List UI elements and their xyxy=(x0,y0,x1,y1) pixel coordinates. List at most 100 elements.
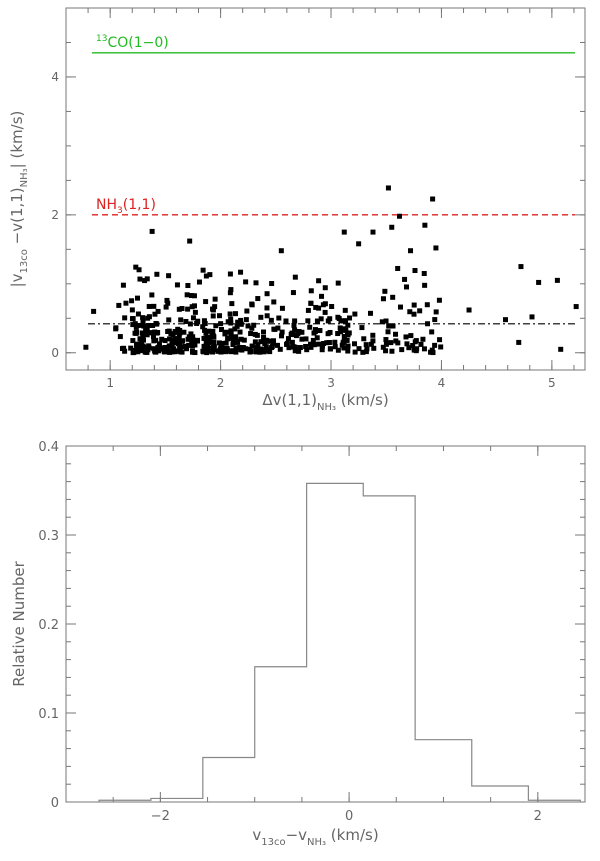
histogram-bin xyxy=(363,496,415,802)
scatter-point xyxy=(370,332,376,338)
scatter-point xyxy=(264,313,270,319)
scatter-point xyxy=(329,303,335,309)
scatter-point xyxy=(421,346,427,352)
scatter-point xyxy=(176,332,182,338)
y-tick-label: 4 xyxy=(51,70,59,84)
scatter-point xyxy=(172,349,178,355)
scatter-point xyxy=(211,339,217,345)
histogram-bin xyxy=(415,740,472,802)
scatter-point xyxy=(285,336,291,342)
scatter-point xyxy=(159,336,165,342)
scatter-point xyxy=(183,318,189,324)
scatter-point xyxy=(166,328,172,334)
scatter-point xyxy=(352,311,358,317)
scatter-point xyxy=(137,276,143,282)
scatter-point xyxy=(181,329,187,335)
scatter-point xyxy=(278,248,284,254)
scatter-point xyxy=(356,346,362,352)
ylabel-sub: 13co xyxy=(19,249,30,273)
scatter-point xyxy=(171,346,177,352)
scatter-point xyxy=(206,328,212,334)
scatter-point xyxy=(164,297,170,303)
scatter-point xyxy=(209,332,215,338)
scatter-point xyxy=(177,348,183,354)
scatter-point xyxy=(292,348,298,354)
x-tick-label: 3 xyxy=(327,376,335,390)
scatter-point xyxy=(243,346,249,352)
scatter-point xyxy=(270,338,276,344)
x-tick-label: 2 xyxy=(534,809,542,824)
scatter-point xyxy=(243,317,249,323)
scatter-point xyxy=(238,347,244,353)
scatter-point xyxy=(179,306,185,312)
scatter-point xyxy=(248,349,254,355)
scatter-point xyxy=(432,342,438,348)
scatter-point xyxy=(311,330,317,336)
scatter-point xyxy=(336,316,342,322)
scatter-point xyxy=(130,338,136,344)
scatter-point xyxy=(364,346,370,352)
scatter-point xyxy=(228,316,234,322)
scatter-point xyxy=(370,338,376,344)
scatter-point xyxy=(383,337,389,343)
y-tick-label: 0 xyxy=(51,346,59,360)
scatter-point xyxy=(411,311,417,317)
y-axis-label: |v13co −v(1,1)NH₃| (km/s) xyxy=(8,111,30,288)
scatter-point xyxy=(363,349,369,355)
scatter-point xyxy=(145,347,151,353)
scatter-point xyxy=(172,336,178,342)
scatter-point xyxy=(380,344,386,350)
scatter-point xyxy=(228,328,234,334)
scatter-point xyxy=(130,316,136,322)
scatter-point xyxy=(406,345,412,351)
scatter-point xyxy=(227,335,233,341)
scatter-point xyxy=(190,315,196,321)
scatter-point xyxy=(335,280,341,286)
scatter-point xyxy=(177,343,183,349)
scatter-point xyxy=(238,336,244,342)
scatter-point xyxy=(191,293,197,299)
scatter-point xyxy=(367,310,373,316)
scatter-point xyxy=(223,348,229,354)
scatter-point xyxy=(412,339,418,345)
scatter-point xyxy=(252,339,258,345)
scatter-point xyxy=(271,326,277,332)
scatter-point xyxy=(146,303,152,309)
scatter-point xyxy=(133,264,139,270)
scatter-point xyxy=(235,319,241,325)
scatter-point xyxy=(342,307,348,313)
scatter-point xyxy=(325,331,331,337)
scatter-point xyxy=(206,340,212,346)
scatter-point xyxy=(200,324,206,330)
scatter-point xyxy=(144,276,150,282)
scatter-point xyxy=(424,302,430,308)
scatter-point xyxy=(151,346,157,352)
scatter-point xyxy=(230,348,236,354)
y-tick-label: 0.2 xyxy=(38,618,59,633)
scatter-point xyxy=(259,348,265,354)
scatter-point xyxy=(185,336,191,342)
scatter-point xyxy=(238,317,244,323)
scatter-point xyxy=(307,324,313,330)
scatter-point xyxy=(207,272,213,278)
scatter-point xyxy=(120,282,126,288)
scatter-point xyxy=(322,309,328,315)
scatter-point xyxy=(142,278,148,284)
scatter-point xyxy=(233,345,239,351)
reference-line-label: 13CO(1−0) xyxy=(96,34,169,51)
scatter-point xyxy=(289,330,295,336)
scatter-point xyxy=(308,344,314,350)
y-tick-label: 0.4 xyxy=(38,440,59,455)
scatter-point xyxy=(395,265,401,271)
scatter-point xyxy=(167,336,173,342)
scatter-point xyxy=(210,328,216,334)
scatter-point xyxy=(422,222,428,228)
scatter-point xyxy=(371,345,377,351)
x-axis-label: v13co−vNH₃ (km/s) xyxy=(252,826,378,848)
scatter-point xyxy=(408,333,414,339)
scatter-point xyxy=(319,343,325,349)
scatter-point xyxy=(129,298,135,304)
scatter-point xyxy=(157,345,163,351)
scatter-point xyxy=(254,332,260,338)
label-rest: (1,1) xyxy=(123,197,156,213)
